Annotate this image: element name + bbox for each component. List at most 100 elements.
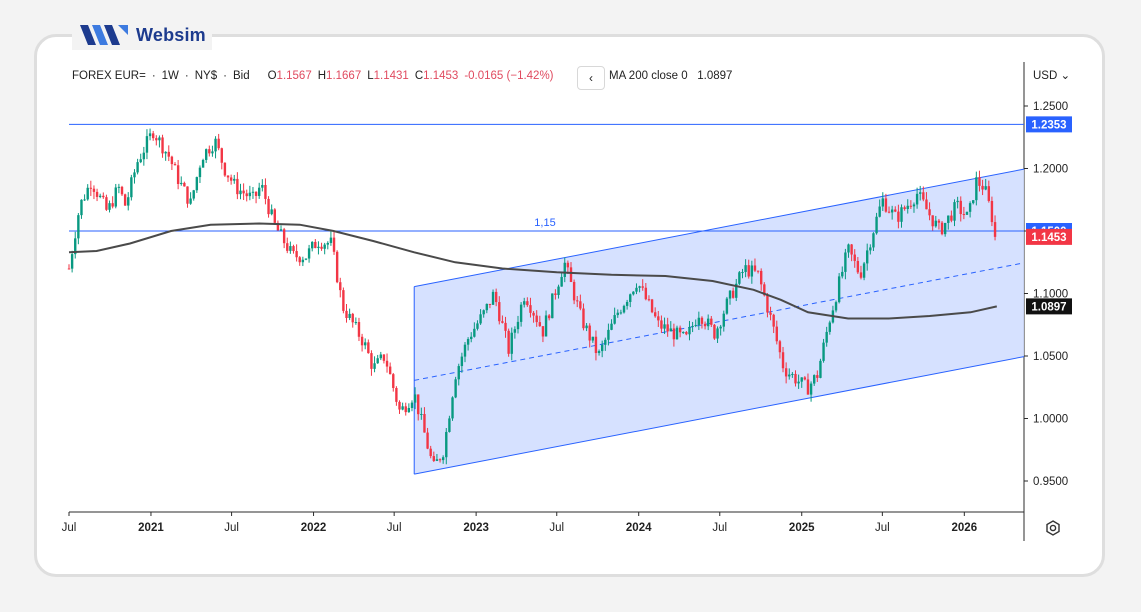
channel-upper-line: [414, 168, 1025, 288]
ma-value: 1.0897: [697, 70, 733, 82]
candle-body: [257, 187, 261, 196]
candle-body: [563, 262, 566, 277]
candle-body: [713, 324, 716, 339]
candle-body: [186, 186, 189, 204]
candle-body: [809, 383, 813, 395]
candle-body: [476, 323, 479, 329]
candle-body: [133, 172, 136, 178]
brand-logo[interactable]: Websim: [72, 20, 212, 50]
candle-body: [429, 448, 432, 457]
candle-body: [413, 394, 417, 403]
candle-body: [270, 209, 273, 215]
x-tick-label: 2021: [138, 522, 164, 534]
legend-separator: ·: [184, 70, 189, 82]
candle-body: [638, 286, 641, 288]
quote-type-label: Bid: [232, 70, 250, 82]
candle-body: [632, 291, 635, 295]
candle-body: [834, 302, 838, 311]
candle-body: [990, 200, 994, 223]
currency-dropdown[interactable]: USD ⌄: [1033, 70, 1071, 82]
candle-body: [769, 312, 772, 315]
candle-body: [784, 368, 788, 377]
ma-price-label: 1.0897: [1031, 301, 1066, 313]
candle-body: [819, 360, 822, 378]
candle-body: [922, 192, 925, 200]
high-label: H: [317, 70, 327, 82]
candle-body: [822, 342, 825, 361]
candle-body: [697, 317, 701, 325]
legend-separator: ·: [151, 70, 156, 82]
level-price-tag: [1026, 116, 1072, 133]
ma200-line: [68, 222, 998, 320]
candle-body: [388, 366, 392, 375]
candle-body: [382, 354, 386, 361]
candle-body: [276, 222, 280, 231]
interval-label[interactable]: 1W: [161, 70, 179, 82]
candle-body: [641, 286, 644, 288]
candle-body: [354, 322, 358, 324]
candle-body: [117, 186, 121, 188]
gear-icon[interactable]: [1044, 519, 1062, 537]
candle-body: [925, 199, 928, 210]
candle-body: [373, 363, 376, 369]
candle-body: [884, 198, 888, 212]
candle-body: [457, 366, 460, 380]
candle-body: [532, 312, 535, 316]
x-tick-label: 2025: [789, 522, 815, 534]
candle-body: [289, 246, 292, 251]
candle-body: [560, 276, 563, 287]
candle-body: [816, 375, 819, 378]
candle-body: [544, 315, 548, 337]
candle-body: [772, 314, 775, 327]
candle-body: [404, 406, 407, 413]
candle-body: [847, 244, 850, 253]
candle-body: [538, 322, 542, 327]
candle-body: [236, 178, 239, 195]
candle-body: [155, 138, 158, 141]
channel-lower-line: [414, 356, 1025, 475]
candle-body: [694, 324, 697, 326]
candle-body: [519, 304, 523, 322]
collapse-legend-button[interactable]: ‹: [577, 66, 605, 90]
candle-body: [759, 270, 763, 285]
candle-body: [385, 360, 389, 367]
candle-body: [454, 379, 457, 398]
candle-body: [130, 177, 133, 198]
candle-body: [339, 282, 342, 291]
open-value: 1.1567: [276, 70, 312, 82]
candle-body: [763, 284, 766, 296]
candle-body: [591, 336, 595, 341]
candle-body: [176, 165, 180, 185]
x-tick-label: Jul: [224, 522, 239, 534]
candle-body: [245, 193, 248, 197]
candle-body: [120, 186, 124, 195]
high-value: 1.1667: [326, 70, 362, 82]
candle-body: [797, 381, 800, 384]
candle-body: [105, 197, 108, 210]
candle-body: [267, 198, 270, 215]
candle-body: [675, 327, 679, 340]
candle-body: [229, 177, 233, 181]
candle-body: [607, 329, 610, 340]
symbol-name[interactable]: FOREX EUR=: [72, 70, 146, 82]
candle-body: [700, 317, 704, 324]
exchange-label: NY$: [194, 70, 218, 82]
candle-body: [516, 321, 520, 330]
y-tick-label: 1.2000: [1033, 164, 1068, 176]
candle-body: [501, 321, 504, 323]
candle-body: [719, 326, 722, 329]
candle-body: [657, 316, 660, 321]
ma-legend[interactable]: MA 200 close 0 1.0897: [609, 70, 732, 82]
candle-body: [114, 187, 117, 207]
candle-body: [778, 341, 782, 353]
candle-body: [956, 200, 959, 203]
candle-body: [594, 336, 598, 354]
level-price-label: 1.2353: [1031, 119, 1066, 131]
candle-body: [307, 248, 311, 259]
candle-body: [806, 379, 810, 395]
candle-body: [678, 327, 682, 333]
candle-body: [600, 344, 604, 352]
symbol-legend[interactable]: FOREX EUR= · 1W · NY$ · Bid O 1.1567 H 1.1…: [72, 70, 554, 82]
candle-body: [781, 352, 785, 369]
